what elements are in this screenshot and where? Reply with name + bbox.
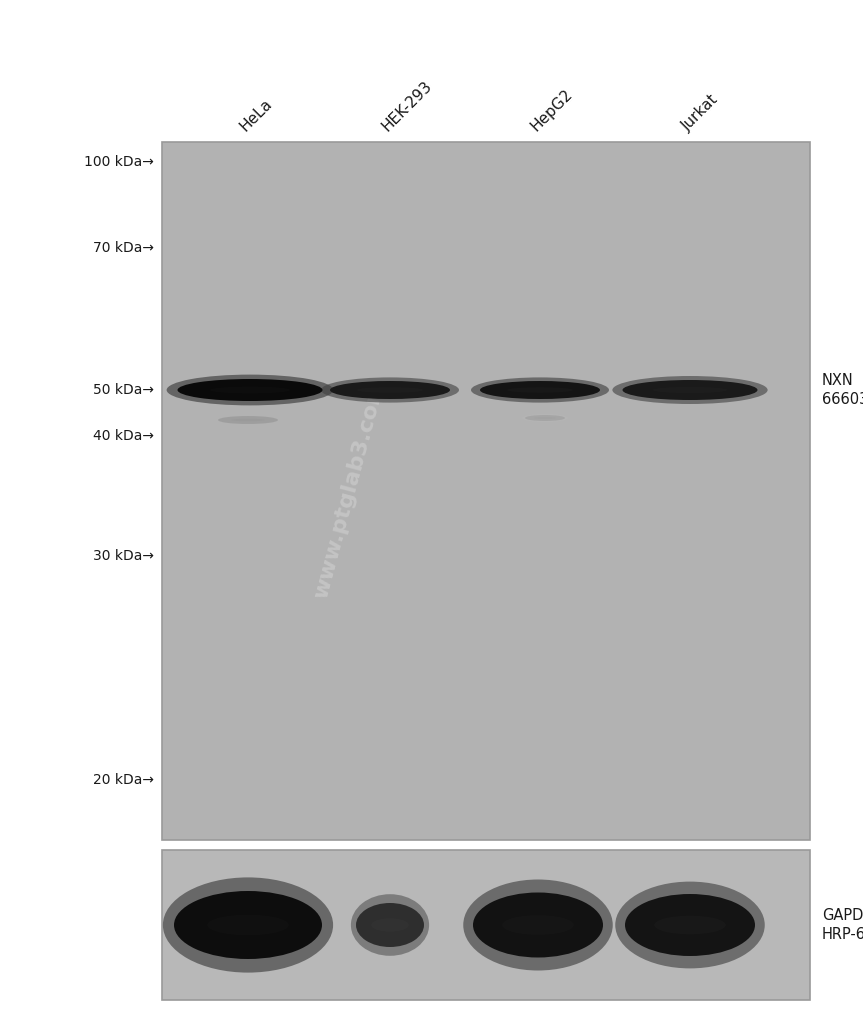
Ellipse shape	[231, 419, 264, 421]
Ellipse shape	[625, 894, 755, 956]
Ellipse shape	[210, 386, 290, 393]
Ellipse shape	[167, 375, 333, 406]
Ellipse shape	[357, 387, 423, 392]
Text: 20 kDa→: 20 kDa→	[93, 773, 154, 787]
Text: HepG2: HepG2	[527, 87, 575, 135]
Text: www.ptglab3.com: www.ptglab3.com	[312, 379, 388, 601]
Ellipse shape	[525, 415, 565, 421]
Text: 40 kDa→: 40 kDa→	[93, 429, 154, 443]
Ellipse shape	[507, 387, 573, 392]
Ellipse shape	[163, 877, 333, 972]
Text: 70 kDa→: 70 kDa→	[93, 242, 154, 255]
Text: HEK-293: HEK-293	[380, 78, 435, 135]
Text: NXN
66603-1-Ig: NXN 66603-1-Ig	[822, 373, 863, 408]
Ellipse shape	[471, 377, 609, 403]
Bar	[162, 850, 810, 1000]
Ellipse shape	[480, 381, 600, 399]
Text: HeLa: HeLa	[237, 96, 275, 135]
Ellipse shape	[473, 893, 603, 958]
Ellipse shape	[321, 377, 459, 403]
Ellipse shape	[502, 915, 574, 934]
Ellipse shape	[613, 376, 767, 404]
Ellipse shape	[356, 903, 424, 947]
Text: GAPDH
HRP-60004: GAPDH HRP-60004	[822, 908, 863, 943]
Text: 100 kDa→: 100 kDa→	[84, 155, 154, 169]
Ellipse shape	[615, 881, 765, 968]
Ellipse shape	[622, 380, 758, 400]
Bar	[162, 142, 810, 840]
Ellipse shape	[330, 381, 450, 399]
Ellipse shape	[522, 414, 568, 422]
Text: Jurkat: Jurkat	[679, 92, 721, 135]
Ellipse shape	[371, 918, 409, 931]
Ellipse shape	[653, 387, 728, 393]
Ellipse shape	[218, 416, 278, 424]
Ellipse shape	[351, 895, 429, 956]
Ellipse shape	[207, 915, 289, 935]
Ellipse shape	[174, 891, 322, 959]
Text: 50 kDa→: 50 kDa→	[93, 383, 154, 397]
Text: 30 kDa→: 30 kDa→	[93, 549, 154, 564]
Ellipse shape	[213, 415, 282, 426]
Ellipse shape	[178, 379, 323, 401]
Ellipse shape	[534, 417, 556, 419]
Ellipse shape	[654, 916, 726, 934]
Ellipse shape	[463, 879, 613, 970]
